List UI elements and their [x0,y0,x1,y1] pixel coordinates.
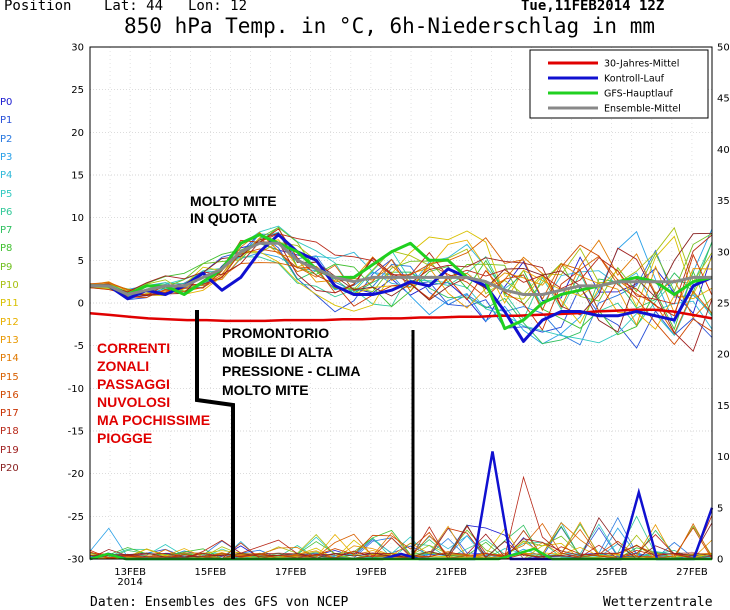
x-tick-label: 17FEB [275,567,307,578]
y-tick-label-right: 0 [717,555,723,566]
x-tick-label: 15FEB [195,567,227,578]
ensemble-label: P18 [0,426,19,438]
ensemble-member-line [89,226,713,336]
annotation-text: ZONALI [97,358,149,374]
main-series [89,233,713,343]
ensemble-label: P5 [0,188,13,200]
y-tick-label-right: 15 [717,401,730,412]
y-tick-label-left: 0 [78,299,84,310]
y-tick-label-left: 25 [71,85,84,96]
x-tick-label: 19FEB [355,567,387,578]
ensemble-label: P4 [0,170,13,182]
ensemble-label: P3 [0,151,13,163]
ensemble-member-line [89,233,713,305]
ensemble-label: P0 [0,97,13,108]
x-tick-label: 21FEB [435,567,467,578]
legend: 30-Jahres-Mittel Kontroll-Lauf GFS-Hauptla… [529,49,709,119]
annotation-text: PROMONTORIO [222,325,329,341]
annotation-divider-line [195,310,235,559]
ensemble-precip-line [89,517,713,560]
annotation-promontorio: PROMONTORIO MOBILE DI ALTA PRESSIONE - C… [222,325,360,398]
annotation-text: MOLTO MITE [222,382,309,398]
annotation-text: PIOGGE [97,430,152,446]
y-tick-label-left: 20 [71,128,84,139]
annotation-text: IN QUOTA [190,210,257,226]
series-line-ensemble-mittel [90,241,712,296]
y-tick-label-left: -15 [68,427,84,438]
ensemble-label: P2 [0,133,13,145]
annotation-text: PASSAGGI [97,376,170,392]
ensemble-member-line [89,230,713,325]
y-tick-label-left: 5 [78,256,84,267]
chart-title: 850 hPa Temp. in °C, 6h-Niederschlag in … [124,14,656,38]
y-tick-label-right: 25 [717,299,730,310]
ensemble-label: P20 [0,463,19,474]
series-line-30-jahres-mittel [89,308,713,323]
ensemble-precip-line [89,515,713,560]
y-tick-label-left: -5 [74,341,84,352]
y-tick-label-left: -30 [68,555,84,566]
axes: 302520151050-5-10-15-20-25-3050454035302… [68,43,730,589]
ensemble-label: P6 [0,206,13,218]
y-tick-label-left: 10 [71,213,84,224]
x-tick-label: 27FEB [676,567,708,578]
y-tick-label-left: -10 [68,384,84,395]
x-tick-label: 23FEB [516,567,548,578]
y-tick-label-right: 20 [717,350,730,361]
y-tick-label-right: 45 [717,94,730,105]
annotation-correnti: CORRENTI ZONALI PASSAGGI NUVOLOSI MA POC… [97,340,210,446]
legend-label: GFS-Hauptlauf [604,89,673,100]
ensemble-label: P11 [0,298,19,310]
y-tick-label-right: 30 [717,247,730,258]
y-tick-label-right: 50 [717,43,730,54]
x-sub-label: 2014 [117,577,142,588]
ensemble-label: P12 [0,316,19,328]
ensemble-label: P17 [0,408,19,420]
ensemble-label: P7 [0,225,13,237]
ensemble-label: P9 [0,261,13,273]
ensemble-label: P1 [0,115,13,127]
annotation-molto-mite: MOLTO MITE IN QUOTA [190,193,277,226]
plot-frame [89,46,713,560]
ensemble-label: P19 [0,444,19,456]
ensemble-label: P13 [0,334,19,346]
legend-label: Kontroll-Lauf [604,74,665,85]
site-credit: Wetterzentrale [603,595,713,610]
ensemble-label: P16 [0,389,19,401]
series-line-kontroll-lauf [90,233,713,343]
run-time: Tue,11FEB2014 12Z [521,0,665,14]
ensemble-label: P8 [0,243,13,255]
y-tick-label-right: 10 [717,452,730,463]
legend-label: 30-Jahres-Mittel [604,59,679,70]
y-tick-label-left: -25 [68,512,84,523]
y-tick-label-right: 40 [717,145,730,156]
position-label: Position [4,0,72,14]
annotation-text: MOLTO MITE [190,193,277,209]
legend-label: Ensemble-Mittel [604,104,681,115]
annotation-overlay [195,310,415,559]
annotation-text: MOBILE DI ALTA [222,344,333,360]
y-tick-label-right: 35 [717,196,730,207]
x-tick-label: 13FEB [114,567,146,578]
x-tick-label: 25FEB [596,567,628,578]
lat-label: Lat: 44 [104,0,164,14]
ensemble-precip-line [89,533,713,560]
annotation-text: MA POCHISSIME [97,412,210,428]
annotation-text: CORRENTI [97,340,170,356]
grid [89,46,713,560]
ensemble-label: P14 [0,353,19,365]
y-tick-label-left: 30 [71,43,84,54]
y-tick-label-right: 5 [717,503,723,514]
lon-label: Lon: 12 [188,0,248,14]
annotation-text: PRESSIONE - CLIMA [222,363,360,379]
y-tick-label-left: -20 [68,469,84,480]
annotation-text: NUVOLOSI [97,394,170,410]
ensemble-label: P10 [0,280,19,291]
ensemble-member-line [89,231,713,319]
data-source: Daten: Ensembles des GFS von NCEP [90,595,349,610]
ensemble-label: P15 [0,371,19,383]
y-tick-label-left: 15 [71,171,84,182]
